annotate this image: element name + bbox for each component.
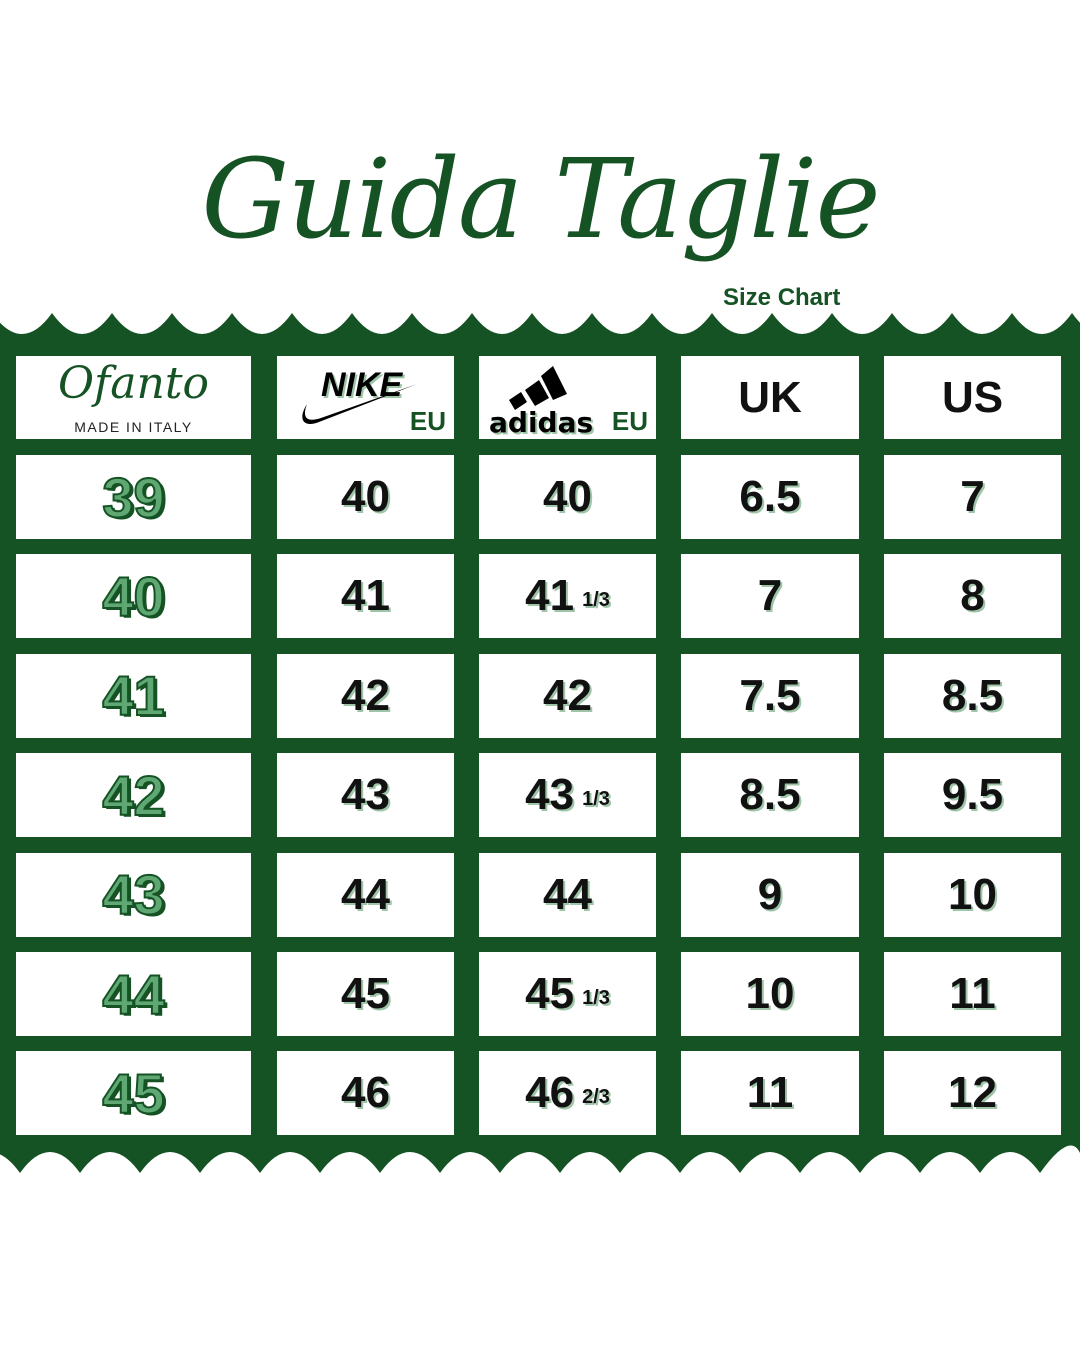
nike-size: 40 <box>341 472 390 521</box>
uk-size: 8.5 <box>739 770 801 820</box>
cell-us: 7 <box>884 455 1061 539</box>
cell-adidas: 44 <box>479 852 656 937</box>
cell-ofanto: 40 <box>16 554 251 639</box>
cell-nike: 41 <box>277 554 454 639</box>
header-nike: NIKE EU <box>277 356 454 439</box>
cell-uk: 7 <box>681 554 859 639</box>
nike-size: 41 <box>341 571 390 621</box>
us-size: 9.5 <box>941 770 1004 820</box>
cell-uk: 10 <box>681 952 859 1036</box>
header-adidas: adidas EU <box>479 356 656 439</box>
cell-us: 12 <box>884 1051 1061 1136</box>
cell-uk: 11 <box>681 1051 859 1136</box>
page-title: Guida Taglie <box>201 135 880 263</box>
page-subtitle: Size Chart <box>723 284 841 311</box>
adidas-eu-label: EU <box>611 406 648 436</box>
cell-nike: 42 <box>277 653 454 738</box>
uk-size: 11 <box>746 1068 794 1118</box>
table-background <box>0 313 1080 1173</box>
adidas-size: 46 <box>525 1068 575 1118</box>
cell-us: 11 <box>884 952 1061 1036</box>
cell-us: 8 <box>884 554 1061 639</box>
adidas-logo-text: adidas <box>489 406 593 435</box>
adidas-fraction: 1/3 <box>582 986 610 1009</box>
nike-size: 46 <box>341 1068 390 1118</box>
cell-adidas: 43 1/3 <box>479 753 656 838</box>
nike-size: 44 <box>341 869 390 919</box>
adidas-size: 44 <box>543 869 592 919</box>
nike-logo-text: NIKE <box>321 366 404 404</box>
cell-adidas: 45 1/3 <box>479 952 656 1036</box>
made-in-italy: MADE IN ITALY <box>74 419 193 435</box>
cell-ofanto: 43 <box>16 852 251 937</box>
adidas-size: 42 <box>543 670 592 720</box>
cell-ofanto: 45 <box>16 1051 251 1136</box>
header-ofanto: Ofanto MADE IN ITALY <box>16 356 251 439</box>
cell-nike: 44 <box>277 852 454 937</box>
us-size: 7 <box>960 472 985 521</box>
nike-size: 42 <box>341 670 390 720</box>
nike-size: 45 <box>341 969 390 1018</box>
adidas-size: 43 <box>525 770 575 820</box>
cell-nike: 46 <box>277 1051 454 1136</box>
cell-ofanto: 41 <box>16 653 251 738</box>
us-size: 8.5 <box>941 670 1004 720</box>
ofanto-size: 42 <box>101 763 165 828</box>
us-size: 10 <box>948 869 997 919</box>
adidas-size: 40 <box>543 472 592 521</box>
cell-us: 8.5 <box>884 653 1061 738</box>
adidas-fraction: 2/3 <box>582 1085 610 1108</box>
us-size: 12 <box>948 1068 997 1118</box>
ofanto-size: 45 <box>101 1061 165 1126</box>
ofanto-logo: Ofanto <box>57 358 210 409</box>
cell-uk: 8.5 <box>681 753 859 838</box>
nike-size: 43 <box>341 770 390 820</box>
uk-size: 6.5 <box>739 472 801 521</box>
ofanto-size: 43 <box>101 862 165 927</box>
us-size: 8 <box>960 571 985 621</box>
uk-size: 7 <box>757 571 783 621</box>
adidas-fraction: 1/3 <box>582 588 610 611</box>
uk-size: 9 <box>757 869 783 919</box>
ofanto-size: 44 <box>101 962 165 1027</box>
ofanto-size: 41 <box>101 663 165 728</box>
nike-swoosh-icon: NIKE <box>302 366 417 424</box>
cell-uk: 9 <box>681 852 859 937</box>
ofanto-size: 39 <box>101 465 165 530</box>
cell-nike: 40 <box>277 455 454 539</box>
adidas-logo-icon: adidas <box>489 366 593 435</box>
adidas-size: 45 <box>525 969 575 1018</box>
cell-adidas: 42 <box>479 653 656 738</box>
cell-adidas: 40 <box>479 455 656 539</box>
header-uk: UK <box>681 356 859 439</box>
us-size: 11 <box>949 969 996 1018</box>
uk-size: 10 <box>745 969 795 1018</box>
cell-adidas: 41 1/3 <box>479 554 656 639</box>
nike-eu-label: EU <box>409 406 446 436</box>
adidas-size: 41 <box>525 571 575 621</box>
cell-ofanto: 42 <box>16 753 251 838</box>
cell-adidas: 46 2/3 <box>479 1051 656 1136</box>
adidas-fraction: 1/3 <box>582 787 610 810</box>
cell-us: 9.5 <box>884 753 1061 838</box>
uk-size: 7.5 <box>739 670 801 720</box>
cell-us: 10 <box>884 852 1061 937</box>
cell-nike: 43 <box>277 753 454 838</box>
scalloped-band <box>0 313 1080 1173</box>
header-us: US <box>884 356 1061 439</box>
cell-uk: 6.5 <box>681 455 859 539</box>
cell-ofanto: 44 <box>16 952 251 1036</box>
cell-uk: 7.5 <box>681 653 859 738</box>
ofanto-size: 40 <box>101 564 165 629</box>
cell-nike: 45 <box>277 952 454 1036</box>
cell-ofanto: 39 <box>16 455 251 539</box>
